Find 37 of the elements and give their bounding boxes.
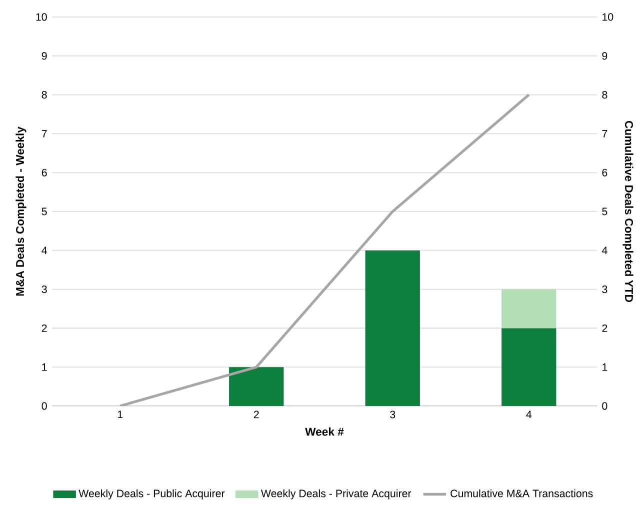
y2-tick-label: 1 bbox=[602, 363, 608, 371]
y-axis-title: M&A Deals Completed - Weekly bbox=[16, 126, 26, 296]
y-tick-label: 3 bbox=[42, 286, 47, 294]
y2-tick-label: 8 bbox=[602, 91, 608, 99]
y-tick-label: 0 bbox=[42, 402, 47, 410]
y-tick-label: 7 bbox=[42, 130, 47, 138]
bar bbox=[365, 250, 420, 406]
legend-label: Weekly Deals - Private Acquirer bbox=[260, 489, 412, 500]
y-tick-label: 6 bbox=[42, 168, 47, 176]
y-tick-label: 8 bbox=[42, 91, 47, 99]
y2-tick-label: 2 bbox=[602, 324, 608, 332]
y2-tick-label: 0 bbox=[602, 402, 608, 410]
bar bbox=[229, 367, 284, 406]
y-tick-label: 9 bbox=[42, 52, 47, 60]
y2-tick-label: 3 bbox=[602, 286, 608, 294]
x-axis-title: Week # bbox=[305, 427, 344, 436]
x-tick-label: 2 bbox=[254, 410, 259, 418]
y2-tick-label: 5 bbox=[602, 208, 608, 216]
x-tick-label: 1 bbox=[118, 410, 123, 418]
legend-label: Cumulative M&A Transactions bbox=[450, 489, 593, 498]
y-tick-label: 4 bbox=[42, 246, 47, 254]
y2-tick-label: 7 bbox=[602, 130, 608, 138]
x-tick-label: 4 bbox=[526, 410, 532, 418]
y2-tick-label: 6 bbox=[602, 168, 608, 176]
line-series bbox=[118, 93, 530, 406]
y-tick-label: 5 bbox=[42, 208, 47, 216]
y-tick-label: 1 bbox=[42, 363, 47, 371]
y2-tick-label: 4 bbox=[602, 246, 608, 254]
y2-tick-label: 10 bbox=[602, 13, 614, 21]
y2-tick-label: 9 bbox=[602, 52, 608, 60]
legend-label: Weekly Deals - Public Acquirer bbox=[78, 489, 225, 500]
x-tick-label: 3 bbox=[390, 410, 396, 418]
bar bbox=[502, 289, 556, 328]
y-tick-label: 2 bbox=[42, 324, 47, 332]
bar bbox=[502, 328, 556, 406]
y2-axis-title: Cumulative Deals Completed YTD bbox=[622, 120, 634, 302]
y-tick-label: 10 bbox=[36, 13, 47, 21]
